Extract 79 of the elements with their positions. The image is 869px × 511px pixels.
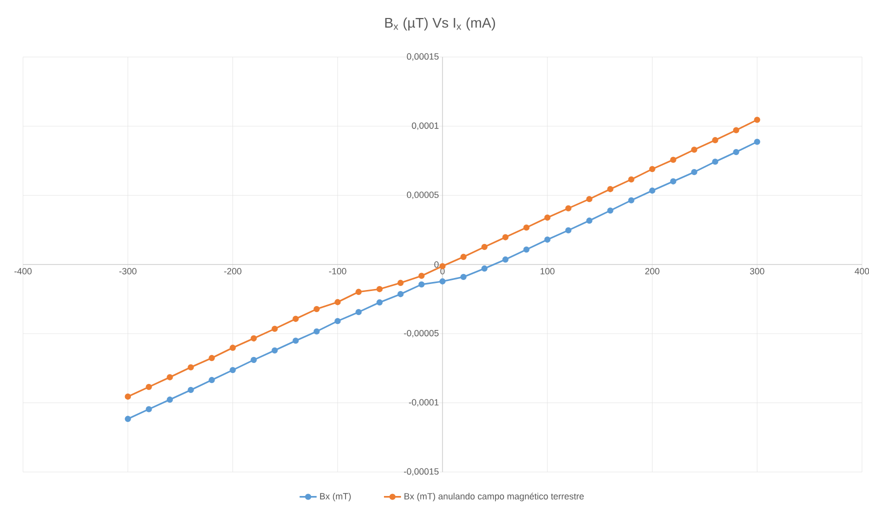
point bbox=[166, 374, 173, 380]
point bbox=[230, 344, 236, 351]
y-tick-label: -0,00005 bbox=[404, 330, 439, 338]
y-tick-label: 0,00005 bbox=[406, 192, 439, 200]
point bbox=[523, 246, 530, 253]
point bbox=[250, 356, 257, 364]
point bbox=[502, 234, 509, 240]
point bbox=[460, 274, 467, 280]
point bbox=[188, 364, 194, 370]
point bbox=[188, 386, 194, 394]
point bbox=[628, 197, 634, 204]
point bbox=[733, 127, 740, 134]
point bbox=[418, 281, 425, 288]
point bbox=[481, 244, 488, 250]
point bbox=[376, 299, 383, 306]
point bbox=[418, 272, 425, 279]
point bbox=[565, 205, 572, 212]
point bbox=[649, 188, 656, 194]
point bbox=[649, 166, 656, 172]
x-tick-label: -100 bbox=[329, 268, 346, 274]
y-tick-label: 0,0001 bbox=[412, 122, 439, 130]
point bbox=[502, 256, 509, 263]
point bbox=[124, 416, 131, 422]
point bbox=[272, 347, 278, 354]
point bbox=[292, 316, 299, 322]
point bbox=[586, 218, 592, 224]
point bbox=[691, 146, 698, 153]
x-tick-label: 100 bbox=[540, 268, 555, 274]
y-tick-label: 0 bbox=[434, 261, 439, 268]
x-tick-label: -200 bbox=[224, 268, 242, 274]
point bbox=[754, 116, 760, 123]
point bbox=[397, 280, 404, 286]
point bbox=[166, 396, 173, 403]
point bbox=[314, 306, 320, 312]
y-tick-label: -0,00015 bbox=[404, 468, 439, 476]
point bbox=[481, 265, 488, 272]
x-tick-label: -300 bbox=[119, 268, 136, 274]
point bbox=[460, 254, 467, 260]
point bbox=[607, 207, 614, 214]
point bbox=[272, 326, 278, 332]
y-tick-label: 0,00015 bbox=[406, 53, 439, 61]
point bbox=[397, 291, 404, 298]
point bbox=[230, 366, 236, 374]
legend-label: Bx (mT) anulando campo magnético terrestre bbox=[404, 492, 584, 502]
chart-title: B$_{x}$ (µT) Vs I$_{x}$ (mA) bbox=[385, 17, 496, 30]
point bbox=[439, 278, 446, 284]
x-tick-label: -400 bbox=[14, 268, 32, 274]
point bbox=[250, 335, 257, 342]
point bbox=[607, 186, 614, 192]
point bbox=[712, 137, 718, 144]
point bbox=[146, 384, 152, 390]
point bbox=[124, 394, 131, 400]
x-tick-label: 200 bbox=[645, 268, 660, 274]
point bbox=[523, 224, 530, 231]
point bbox=[670, 178, 676, 184]
point bbox=[208, 376, 215, 384]
x-tick-label: 300 bbox=[750, 268, 764, 274]
point bbox=[146, 406, 152, 412]
point bbox=[334, 299, 341, 306]
point bbox=[586, 196, 592, 202]
point bbox=[754, 138, 760, 145]
point bbox=[670, 156, 676, 163]
point bbox=[292, 338, 299, 344]
point bbox=[208, 354, 215, 362]
point bbox=[356, 288, 362, 295]
point bbox=[691, 168, 698, 176]
point bbox=[314, 328, 320, 335]
y-tick-label: -0,0001 bbox=[408, 399, 439, 407]
point bbox=[544, 236, 550, 243]
point bbox=[334, 318, 341, 324]
point bbox=[628, 176, 634, 183]
point bbox=[565, 227, 572, 234]
legend-label: Bx (mT) bbox=[320, 492, 351, 502]
point bbox=[712, 158, 718, 165]
point bbox=[376, 286, 383, 292]
point bbox=[733, 148, 740, 156]
point bbox=[356, 308, 362, 316]
point bbox=[544, 214, 550, 221]
x-tick-label: 400 bbox=[854, 268, 869, 274]
